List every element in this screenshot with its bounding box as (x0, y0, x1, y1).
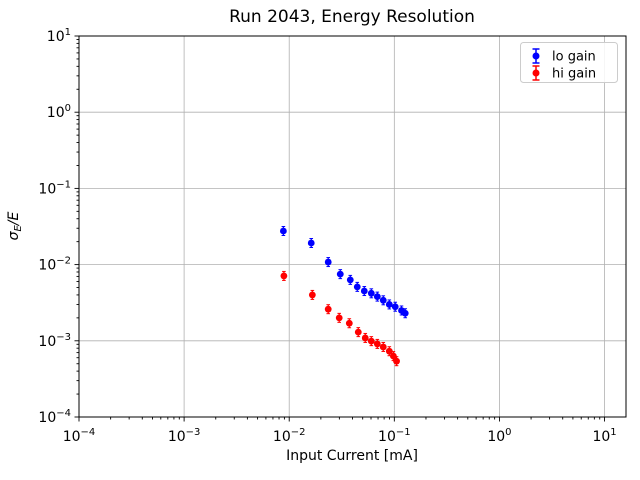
data-layer (279, 226, 409, 367)
data-point (307, 239, 315, 247)
legend-marker-lo-gain (532, 48, 540, 64)
y-label-rest: /E (6, 211, 22, 227)
data-point (373, 340, 381, 348)
legend-marker-dot (532, 52, 540, 60)
data-point (385, 347, 393, 355)
axes-frame (78, 35, 627, 418)
y-label-sigma: σ (6, 230, 22, 240)
data-point (335, 314, 343, 322)
legend-box (520, 42, 618, 83)
data-point (280, 272, 288, 280)
data-point (336, 270, 344, 278)
data-point (360, 287, 368, 295)
data-point (367, 337, 375, 345)
data-point (391, 303, 399, 311)
data-point (401, 309, 409, 317)
data-point (361, 334, 369, 342)
data-point (379, 296, 387, 304)
data-point (324, 305, 332, 313)
data-point (379, 343, 387, 351)
data-point (354, 328, 362, 336)
legend-marker-dot (532, 69, 540, 77)
data-point (345, 319, 353, 327)
x-tick-label: 10−4 (63, 427, 96, 445)
x-tick-label: 101 (592, 427, 616, 445)
tick-layer (74, 35, 605, 422)
series-lo-gain (279, 226, 409, 319)
data-point (393, 357, 400, 365)
y-tick-label: 10−2 (38, 256, 71, 274)
data-point (346, 276, 354, 284)
data-point (367, 289, 375, 297)
x-tick-label: 10−1 (378, 427, 411, 445)
y-tick-label: 10−4 (38, 408, 71, 426)
x-tick-label: 10−2 (273, 427, 306, 445)
y-tick-label: 10−1 (38, 179, 71, 197)
data-point (373, 293, 381, 301)
y-label-subscript: E (13, 225, 24, 232)
legend-marker-hi-gain (532, 65, 540, 81)
data-point (390, 352, 397, 360)
data-point (324, 258, 332, 266)
series-hi-gain (280, 270, 400, 367)
data-point (385, 301, 393, 308)
chart-title: Run 2043, Energy Resolution (229, 7, 475, 27)
legend-label-lo-gain: lo gain (552, 50, 596, 65)
y-tick-label: 100 (47, 103, 71, 121)
x-tick-label: 100 (487, 427, 511, 445)
tick-label-layer: 10−4 10−3 10−2 10−1 100 101 101 100 10−1 10−2 10−3… (38, 27, 616, 445)
legend: lo gain hi gain (520, 42, 618, 83)
y-tick-label: 101 (47, 27, 71, 45)
x-axis-label: Input Current [mA] (286, 448, 418, 464)
y-axis-label: σE/E (6, 211, 24, 240)
data-point (353, 283, 361, 291)
data-point (279, 227, 287, 235)
y-tick-label: 10−3 (38, 332, 71, 350)
legend-label-hi-gain: hi gain (552, 67, 596, 82)
grid-layer (78, 35, 626, 418)
x-tick-label: 10−3 (168, 427, 201, 445)
data-point (308, 291, 316, 299)
